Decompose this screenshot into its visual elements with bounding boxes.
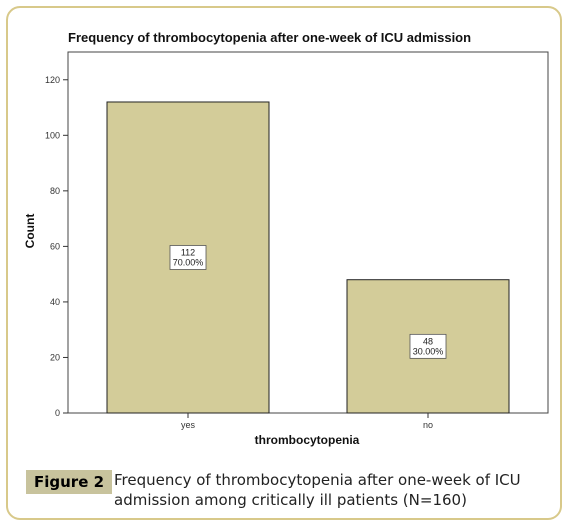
y-tick-label: 0: [55, 408, 60, 418]
data-label-count: 112: [181, 247, 195, 257]
figure-caption-text: Frequency of thrombocytopenia after one-…: [114, 470, 554, 510]
figure-label: Figure 2: [26, 470, 113, 494]
y-tick-label: 100: [45, 130, 60, 140]
data-label-box: [169, 245, 207, 270]
y-tick-label: 80: [50, 186, 60, 196]
data-label-percent: 70.00%: [173, 257, 204, 267]
caption-line-2: admission among critically ill patients …: [114, 491, 467, 509]
y-tick-label: 40: [50, 297, 60, 307]
y-axis-title: Count: [23, 214, 37, 249]
data-label-box: [409, 333, 447, 359]
data-label-count: 48: [423, 336, 433, 346]
x-tick-label: yes: [181, 420, 196, 430]
caption-line-1: Frequency of thrombocytopenia after one-…: [114, 471, 521, 489]
y-tick-label: 20: [50, 352, 60, 362]
data-label-percent: 30.00%: [413, 346, 444, 356]
y-tick-label: 60: [50, 241, 60, 251]
y-tick-label: 120: [45, 75, 60, 85]
x-axis-title: thrombocytopenia: [255, 433, 360, 447]
bar-chart: Frequency of thrombocytopenia after one-…: [23, 30, 549, 447]
x-tick-label: no: [423, 420, 433, 430]
chart-title: Frequency of thrombocytopenia after one-…: [68, 30, 471, 45]
